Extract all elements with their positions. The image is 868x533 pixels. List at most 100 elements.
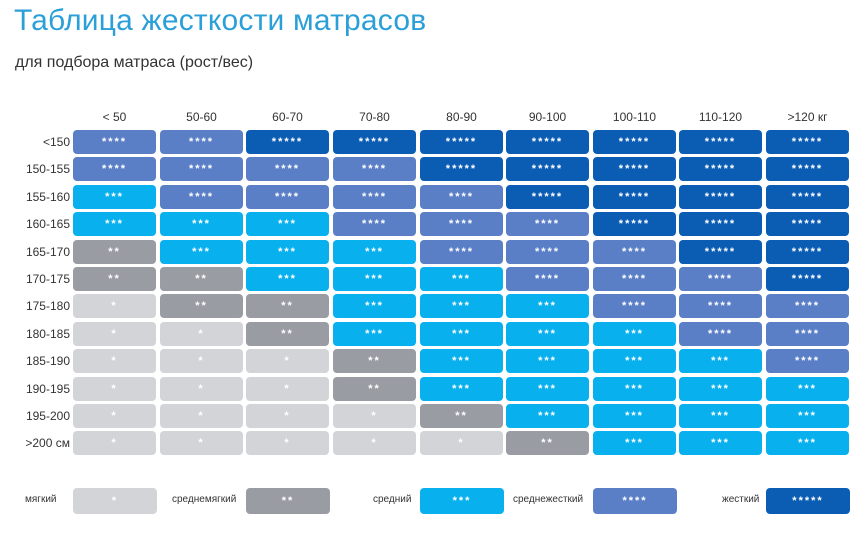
- table-cell: ****: [160, 130, 243, 154]
- row-header: 170-175: [25, 272, 70, 286]
- legend-swatch: **: [246, 488, 330, 514]
- table-cell: ****: [246, 185, 329, 209]
- table-cell: *****: [679, 130, 762, 154]
- table-cell: **: [506, 431, 589, 455]
- table-cell: ***: [766, 377, 849, 401]
- table-cell: ****: [679, 322, 762, 346]
- table-cell: **: [420, 404, 503, 428]
- table-cell: ****: [766, 294, 849, 318]
- table-cell: **: [333, 377, 416, 401]
- table-cell: **: [160, 294, 243, 318]
- row-header: >200 см: [25, 436, 70, 450]
- table-cell: ****: [679, 267, 762, 291]
- table-cell: ****: [160, 185, 243, 209]
- table-cell: *: [160, 377, 243, 401]
- table-cell: ***: [420, 322, 503, 346]
- table-cell: ****: [333, 212, 416, 236]
- legend-label: жесткий: [722, 494, 760, 505]
- table-cell: *: [73, 404, 156, 428]
- table-cell: **: [246, 322, 329, 346]
- column-header: < 50: [102, 110, 127, 124]
- table-cell: ****: [420, 212, 503, 236]
- table-cell: *****: [766, 267, 849, 291]
- table-cell: *: [73, 377, 156, 401]
- table-cell: ****: [593, 267, 676, 291]
- table-cell: *: [246, 431, 329, 455]
- column-header: 80-90: [446, 110, 477, 124]
- table-cell: ***: [246, 267, 329, 291]
- row-header: 180-185: [25, 327, 70, 341]
- page-title: Таблица жесткости матрасов: [14, 4, 427, 37]
- table-cell: *****: [766, 157, 849, 181]
- table-cell: *****: [593, 212, 676, 236]
- table-cell: ***: [766, 404, 849, 428]
- table-cell: *****: [593, 130, 676, 154]
- table-cell: *: [246, 404, 329, 428]
- table-cell: ****: [766, 349, 849, 373]
- column-header: 60-70: [272, 110, 303, 124]
- column-header: 110-120: [698, 110, 743, 124]
- table-cell: ***: [679, 431, 762, 455]
- table-cell: **: [333, 349, 416, 373]
- table-cell: *****: [766, 212, 849, 236]
- row-header: 165-170: [25, 245, 70, 259]
- table-cell: *****: [420, 157, 503, 181]
- table-cell: ****: [73, 157, 156, 181]
- table-cell: ****: [73, 130, 156, 154]
- row-header: 155-160: [25, 190, 70, 204]
- table-cell: *****: [593, 157, 676, 181]
- table-cell: ****: [246, 157, 329, 181]
- table-cell: ***: [420, 377, 503, 401]
- table-cell: ****: [506, 212, 589, 236]
- table-cell: ***: [506, 349, 589, 373]
- legend-label: среднежесткий: [513, 494, 584, 505]
- table-cell: ****: [593, 294, 676, 318]
- table-cell: ***: [679, 349, 762, 373]
- legend-swatch: ***: [420, 488, 504, 514]
- column-header: 50-60: [186, 110, 217, 124]
- table-cell: ***: [506, 377, 589, 401]
- table-cell: ****: [160, 157, 243, 181]
- page-subtitle: для подбора матраса (рост/вес): [15, 54, 254, 71]
- table-cell: *: [160, 322, 243, 346]
- table-cell: *: [246, 349, 329, 373]
- table-cell: ***: [420, 294, 503, 318]
- table-cell: *****: [333, 130, 416, 154]
- table-cell: *: [333, 431, 416, 455]
- table-cell: ****: [333, 157, 416, 181]
- table-cell: ***: [333, 267, 416, 291]
- table-cell: ***: [593, 349, 676, 373]
- table-cell: ***: [593, 377, 676, 401]
- legend-swatch: *: [73, 488, 157, 514]
- table-cell: ***: [160, 212, 243, 236]
- table-cell: ***: [766, 431, 849, 455]
- table-cell: ***: [506, 322, 589, 346]
- table-cell: **: [246, 294, 329, 318]
- table-cell: *: [73, 322, 156, 346]
- row-header: 150-155: [25, 162, 70, 176]
- table-cell: ***: [679, 404, 762, 428]
- table-cell: ****: [506, 267, 589, 291]
- table-cell: ****: [420, 185, 503, 209]
- table-cell: ***: [246, 240, 329, 264]
- row-header: <150: [42, 135, 70, 149]
- row-header: 195-200: [25, 409, 70, 423]
- table-cell: *: [333, 404, 416, 428]
- table-cell: *: [420, 431, 503, 455]
- table-cell: ***: [333, 322, 416, 346]
- row-header: 190-195: [25, 382, 70, 396]
- table-cell: *: [160, 431, 243, 455]
- table-cell: *****: [766, 240, 849, 264]
- table-cell: ***: [506, 294, 589, 318]
- table-cell: **: [73, 240, 156, 264]
- table-cell: ***: [593, 431, 676, 455]
- table-cell: *****: [593, 185, 676, 209]
- table-cell: ****: [506, 240, 589, 264]
- column-header: 90-100: [528, 110, 567, 124]
- table-cell: *: [73, 294, 156, 318]
- table-cell: *: [246, 377, 329, 401]
- table-cell: *****: [679, 212, 762, 236]
- table-cell: ***: [506, 404, 589, 428]
- legend-label: среднемягкий: [172, 494, 237, 505]
- legend-label: мягкий: [25, 494, 57, 505]
